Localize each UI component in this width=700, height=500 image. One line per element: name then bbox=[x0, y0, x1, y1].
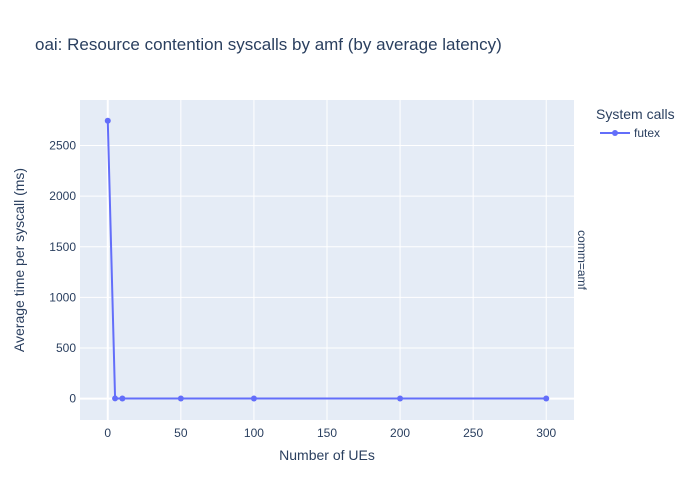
data-point[interactable] bbox=[104, 117, 111, 124]
x-tick-label: 300 bbox=[536, 426, 556, 440]
grid bbox=[80, 100, 574, 420]
data-point[interactable] bbox=[250, 395, 257, 402]
series-futex bbox=[104, 117, 550, 402]
legend: System calls futex bbox=[596, 106, 675, 140]
x-tick-label: 0 bbox=[104, 426, 111, 440]
legend-marker-swatch bbox=[612, 130, 618, 136]
y-ticks: 0 500 1000 1500 2000 2500 bbox=[49, 139, 76, 406]
x-tick-label: 100 bbox=[244, 426, 264, 440]
legend-item-futex[interactable]: futex bbox=[600, 126, 660, 140]
x-tick-label: 150 bbox=[317, 426, 337, 440]
y-tick-label: 1500 bbox=[49, 240, 76, 254]
y-tick-label: 0 bbox=[69, 392, 76, 406]
x-tick-label: 200 bbox=[390, 426, 410, 440]
series-layer bbox=[104, 117, 550, 402]
data-point[interactable] bbox=[119, 395, 126, 402]
facet-label: comm=amf bbox=[575, 230, 589, 290]
data-point[interactable] bbox=[397, 395, 404, 402]
y-tick-label: 2500 bbox=[49, 139, 76, 153]
y-tick-label: 2000 bbox=[49, 189, 76, 203]
x-ticks: 0 50 100 150 200 250 300 bbox=[104, 426, 556, 440]
x-tick-label: 50 bbox=[174, 426, 188, 440]
data-point[interactable] bbox=[112, 395, 119, 402]
data-point[interactable] bbox=[177, 395, 184, 402]
x-axis-title: Number of UEs bbox=[279, 447, 375, 463]
legend-title: System calls bbox=[596, 106, 675, 122]
chart-title: oai: Resource contention syscalls by amf… bbox=[35, 35, 502, 54]
y-tick-label: 500 bbox=[56, 341, 76, 355]
x-tick-label: 250 bbox=[463, 426, 483, 440]
legend-label: futex bbox=[634, 126, 660, 140]
data-point[interactable] bbox=[543, 395, 550, 402]
y-axis-title: Average time per syscall (ms) bbox=[11, 168, 27, 352]
y-tick-label: 1000 bbox=[49, 290, 76, 304]
